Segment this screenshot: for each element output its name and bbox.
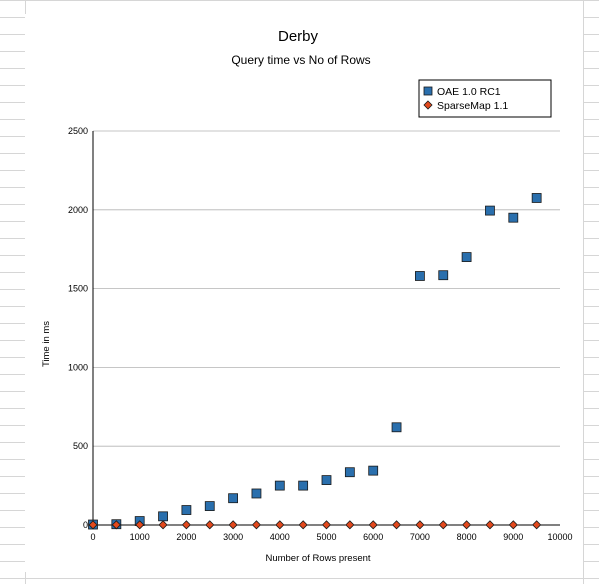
chart-title: Derby [278,28,319,45]
x-tick-label: 4000 [270,532,290,542]
data-point-sparsemap [228,520,238,530]
data-point-sparsemap [205,520,215,530]
chart-subtitle: Query time vs No of Rows [231,53,370,67]
x-tick-labels: 0 1000 2000 3000 4000 5000 6000 7000 8000 9000 100… [90,532,572,542]
legend-label-oae: OAE 1.0 RC1 [437,86,501,98]
data-point-sparsemap [532,520,542,530]
legend-box [418,79,552,118]
x-axis-label: Number of Rows present [265,553,370,564]
data-point-sparsemap [251,520,262,530]
legend-marker-oae [423,86,433,96]
y-tick-label: 2000 [68,205,88,215]
x-tick-label: 3000 [223,532,243,542]
x-tick-label: 6000 [363,532,383,542]
x-tick-label: 0 [90,532,95,542]
data-point-sparsemap [508,520,518,530]
data-point-sparsemap [298,520,308,530]
data-point-oae [391,422,402,433]
data-point-oae [274,480,285,491]
x-tick-label: 10000 [547,532,572,542]
x-tick-label: 8000 [457,532,477,542]
y-tick-label: 2500 [68,126,88,136]
data-point-oae [508,212,519,223]
legend-marker-sparsemap [423,100,433,110]
x-tick-label: 9000 [503,532,523,542]
data-point-oae [158,511,168,522]
x-tick-label: 1000 [130,532,150,542]
data-point-sparsemap [275,520,285,530]
data-point-sparsemap [181,520,191,530]
x-tick-label: 5000 [316,532,336,542]
data-point-oae [438,270,449,281]
data-point-oae [298,480,309,491]
x-tick-label: 7000 [410,532,430,542]
legend-label-sparsemap: SparseMap 1.1 [437,100,508,112]
y-tick-labels: 0 500 1000 1500 2000 2500 [68,126,88,530]
data-point-oae [461,252,472,262]
data-point-oae [368,465,379,476]
y-tick-label: 0 [83,520,88,530]
data-point-sparsemap [391,520,402,530]
y-axis-label: Time in ms [41,321,52,367]
data-point-sparsemap [485,520,495,530]
data-point-oae [344,467,355,478]
data-point-sparsemap [438,520,448,530]
data-point-oae [414,271,425,281]
data-point-sparsemap [321,520,332,530]
data-point-oae [485,205,495,216]
y-tick-label: 1000 [68,362,88,372]
data-point-sparsemap [415,520,425,530]
x-tick-label: 2000 [176,532,196,542]
data-point-oae [228,493,239,504]
data-point-sparsemap [135,520,145,530]
data-point-sparsemap [88,520,98,530]
data-point-sparsemap [158,520,168,530]
data-point-sparsemap [462,520,472,530]
data-point-sparsemap [368,520,378,530]
data-point-sparsemap [111,520,121,530]
data-points [88,193,542,530]
y-tick-label: 500 [73,441,88,451]
data-point-oae [321,475,332,485]
data-point-oae [251,488,262,499]
data-point-sparsemap [345,520,355,530]
data-point-oae [181,505,192,515]
y-tick-label: 1500 [68,284,88,294]
legend: OAE 1.0 RC1 SparseMap 1.1 [418,79,552,118]
data-point-oae [204,501,215,511]
data-point-oae [531,193,542,203]
